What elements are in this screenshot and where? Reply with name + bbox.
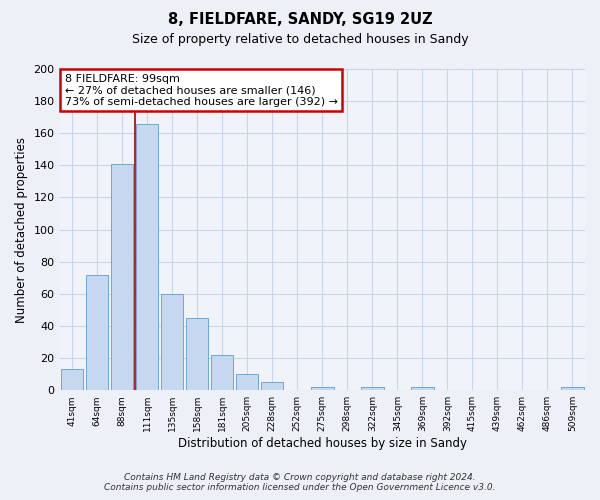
Bar [561,387,584,390]
Text: 8, FIELDFARE, SANDY, SG19 2UZ: 8, FIELDFARE, SANDY, SG19 2UZ [167,12,433,28]
Bar [261,382,283,390]
Bar [136,124,158,390]
Bar [161,294,184,390]
Text: 8 FIELDFARE: 99sqm
← 27% of detached houses are smaller (146)
73% of semi-detach: 8 FIELDFARE: 99sqm ← 27% of detached hou… [65,74,338,107]
Bar [111,164,133,390]
Bar [311,387,334,390]
Bar [86,274,109,390]
Bar [61,370,83,390]
Bar [236,374,259,390]
Y-axis label: Number of detached properties: Number of detached properties [15,136,28,322]
Text: Contains HM Land Registry data © Crown copyright and database right 2024.
Contai: Contains HM Land Registry data © Crown c… [104,473,496,492]
Bar [186,318,208,390]
Text: Size of property relative to detached houses in Sandy: Size of property relative to detached ho… [131,32,469,46]
X-axis label: Distribution of detached houses by size in Sandy: Distribution of detached houses by size … [178,437,467,450]
Bar [361,387,383,390]
Bar [411,387,434,390]
Bar [211,355,233,390]
